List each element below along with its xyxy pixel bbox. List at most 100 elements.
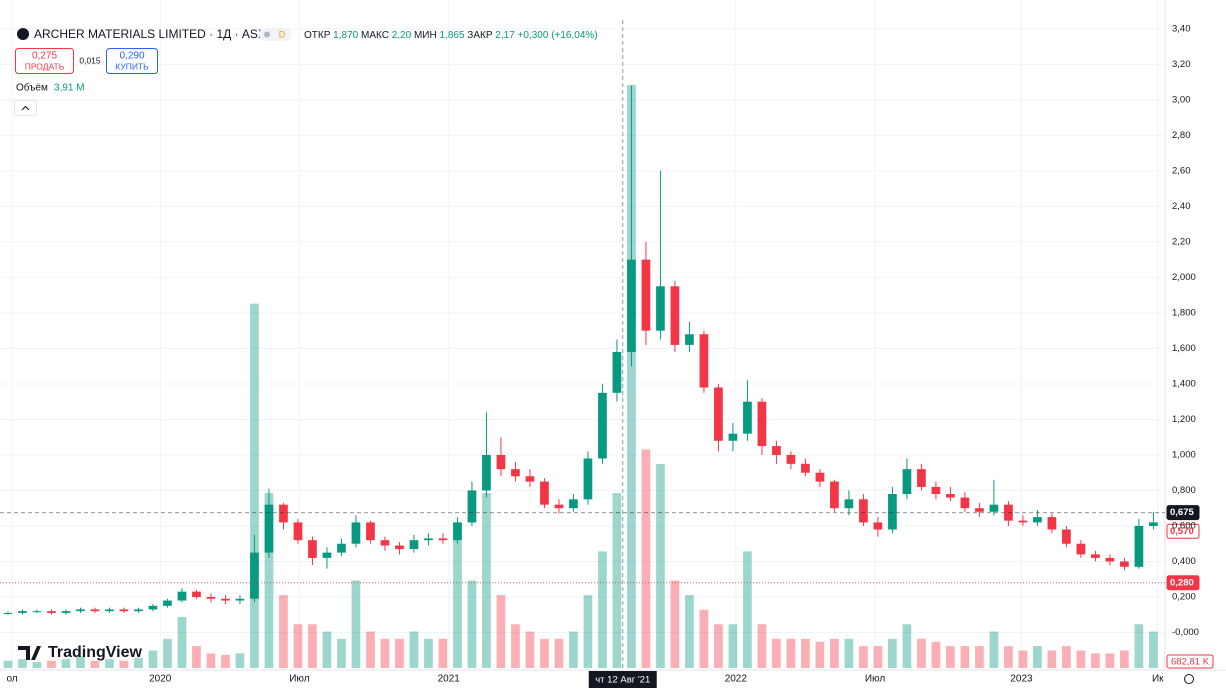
candle-body bbox=[308, 540, 317, 558]
volume-bar bbox=[337, 638, 346, 668]
volume-bar bbox=[264, 493, 274, 668]
candle-body bbox=[105, 609, 114, 612]
x-tick-label: Ик bbox=[1152, 674, 1164, 685]
candle-body bbox=[3, 612, 13, 614]
y-tick-label: 0,800 bbox=[1172, 485, 1196, 496]
candle-body bbox=[32, 611, 42, 613]
tv-logo-text: TradingView bbox=[48, 644, 143, 661]
volume-bar bbox=[424, 638, 433, 668]
candle-body bbox=[975, 508, 984, 512]
volume-bar bbox=[250, 303, 259, 668]
volume-bar bbox=[148, 650, 158, 668]
y-tick-label: 2,80 bbox=[1172, 130, 1191, 141]
x-tick-label: ол bbox=[6, 674, 17, 685]
volume-bar bbox=[975, 646, 984, 668]
candle-body bbox=[569, 499, 578, 509]
sell-button[interactable] bbox=[15, 48, 74, 74]
settings-icon[interactable] bbox=[1184, 674, 1194, 684]
candle-body bbox=[235, 598, 245, 601]
candle-body bbox=[1004, 504, 1013, 521]
x-tick-label: 2021 bbox=[438, 674, 461, 685]
candle-body bbox=[18, 611, 27, 613]
volume-bar bbox=[467, 580, 477, 668]
volume-bar bbox=[917, 638, 926, 668]
price-label: 0,570 bbox=[1170, 526, 1194, 537]
candle-body bbox=[177, 591, 187, 601]
volume-bar bbox=[90, 660, 100, 668]
volume-bar bbox=[1149, 631, 1158, 668]
candle-body bbox=[1105, 557, 1115, 562]
collapse-button[interactable] bbox=[14, 100, 37, 116]
candle-body bbox=[1018, 520, 1028, 523]
volume-bar bbox=[670, 580, 680, 668]
symbol-logo bbox=[17, 28, 29, 40]
candle-body bbox=[438, 538, 448, 541]
candle-body bbox=[366, 522, 375, 541]
overlay: 0,675 0,570 0,280 682,81 K чт 12 Авг '21 bbox=[0, 20, 1214, 688]
price-label-bg bbox=[1166, 523, 1200, 539]
volume-bar bbox=[482, 493, 491, 668]
volume-bar bbox=[902, 624, 912, 668]
volume-bar bbox=[946, 646, 955, 668]
candle-body bbox=[206, 596, 216, 599]
volume-bar bbox=[3, 660, 13, 668]
volume-bar bbox=[235, 653, 245, 668]
volume-bar bbox=[322, 631, 332, 668]
candle-body bbox=[337, 543, 346, 553]
ohlc-legend: ОТКР 1,870 МАКС 2,20 МИН 1,865 ЗАКР 2,17… bbox=[304, 30, 598, 41]
x-tick-label: 2022 bbox=[725, 674, 748, 685]
candle-body bbox=[409, 540, 419, 550]
candle-body bbox=[627, 259, 636, 352]
ohlc-key: МАКС bbox=[361, 30, 389, 41]
volume-bar bbox=[598, 551, 607, 668]
crosshair-label: чт 12 Авг '21 bbox=[595, 675, 650, 686]
volume-label-bg bbox=[1166, 654, 1214, 669]
volume-bar bbox=[496, 595, 506, 668]
volume-bar bbox=[1018, 650, 1028, 668]
y-tick-label: 2,40 bbox=[1172, 201, 1191, 212]
y-tick-label: 2,20 bbox=[1172, 236, 1191, 247]
volume-bar bbox=[569, 631, 578, 668]
candle-body bbox=[1062, 529, 1071, 544]
volume-bar bbox=[627, 85, 636, 668]
y-tick-label: 1,400 bbox=[1172, 378, 1196, 389]
x-tick-label: 2023 bbox=[1010, 674, 1033, 685]
candle-body bbox=[1047, 517, 1057, 530]
symbol-title[interactable]: ARCHER MATERIALS LIMITED · 1Д · ASX bbox=[34, 27, 266, 41]
candle-body bbox=[61, 611, 71, 613]
candle-body bbox=[482, 454, 491, 491]
volume-bar bbox=[1033, 646, 1042, 668]
price-label: 0,280 bbox=[1170, 577, 1194, 588]
candle-body bbox=[119, 609, 129, 612]
volume-bar bbox=[554, 638, 564, 668]
candle-body bbox=[743, 401, 752, 434]
candle-body bbox=[1091, 554, 1100, 558]
candle-body bbox=[612, 351, 622, 393]
candle-body bbox=[424, 538, 433, 541]
volume-title: Объём bbox=[16, 82, 48, 94]
y-tick-label: 2,000 bbox=[1172, 272, 1196, 283]
candle-body bbox=[670, 286, 680, 345]
ohlc-value: 1,865 bbox=[439, 30, 464, 41]
volume-bar bbox=[844, 638, 854, 668]
x-tick-label: 2020 bbox=[149, 674, 172, 685]
candle-body bbox=[859, 499, 868, 523]
y-tick-label: 3,20 bbox=[1172, 59, 1191, 70]
candle-body bbox=[946, 494, 955, 498]
candle-body bbox=[699, 334, 709, 388]
buy-price: 0,290 bbox=[119, 51, 144, 62]
candle-body bbox=[902, 469, 912, 495]
volume-bar bbox=[1134, 624, 1144, 668]
badge: D bbox=[279, 29, 286, 39]
volume-bar bbox=[815, 641, 825, 668]
volume-bar bbox=[801, 638, 810, 668]
tv-logo-icon bbox=[18, 646, 41, 660]
candle-body bbox=[90, 609, 100, 612]
volume-bar bbox=[931, 641, 941, 668]
ohlc-value: 2,20 bbox=[392, 30, 412, 41]
buy-button[interactable] bbox=[106, 48, 158, 74]
y-tick-label: 0,200 bbox=[1172, 592, 1196, 603]
volume-bar bbox=[47, 660, 56, 668]
candle-body bbox=[656, 286, 665, 331]
